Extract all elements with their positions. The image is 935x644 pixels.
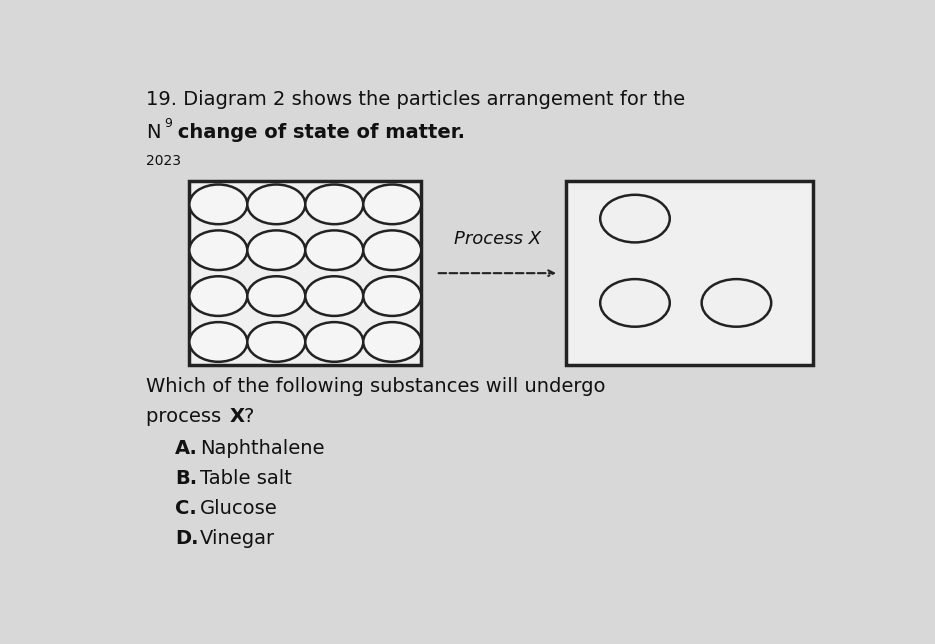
Circle shape bbox=[189, 276, 247, 316]
Text: Process X: Process X bbox=[453, 231, 540, 249]
Text: change of state of matter.: change of state of matter. bbox=[171, 123, 466, 142]
Text: process: process bbox=[146, 407, 227, 426]
Text: 9: 9 bbox=[164, 117, 172, 130]
Circle shape bbox=[600, 194, 669, 242]
Text: C.: C. bbox=[175, 499, 196, 518]
Text: Vinegar: Vinegar bbox=[200, 529, 275, 547]
Bar bbox=[566, 182, 813, 365]
Text: N: N bbox=[146, 123, 161, 142]
Circle shape bbox=[189, 231, 247, 270]
Circle shape bbox=[247, 276, 306, 316]
Circle shape bbox=[363, 185, 422, 224]
Circle shape bbox=[363, 276, 422, 316]
Circle shape bbox=[189, 185, 247, 224]
Circle shape bbox=[600, 279, 669, 327]
Circle shape bbox=[247, 185, 306, 224]
Circle shape bbox=[306, 276, 364, 316]
Circle shape bbox=[247, 231, 306, 270]
Circle shape bbox=[363, 231, 422, 270]
Text: ?: ? bbox=[244, 407, 254, 426]
Circle shape bbox=[189, 322, 247, 362]
Circle shape bbox=[247, 322, 306, 362]
Circle shape bbox=[306, 185, 364, 224]
Text: Table salt: Table salt bbox=[200, 469, 292, 488]
Circle shape bbox=[363, 322, 422, 362]
Text: A.: A. bbox=[175, 439, 197, 459]
Circle shape bbox=[701, 279, 771, 327]
Text: Which of the following substances will undergo: Which of the following substances will u… bbox=[146, 377, 605, 396]
Text: Glucose: Glucose bbox=[200, 499, 278, 518]
Text: D.: D. bbox=[175, 529, 198, 547]
Text: X: X bbox=[229, 407, 244, 426]
Bar bbox=[189, 182, 422, 365]
Text: 19. Diagram 2 shows the particles arrangement for the: 19. Diagram 2 shows the particles arrang… bbox=[146, 90, 685, 109]
Text: Naphthalene: Naphthalene bbox=[200, 439, 324, 459]
Circle shape bbox=[306, 322, 364, 362]
Circle shape bbox=[306, 231, 364, 270]
Text: B.: B. bbox=[175, 469, 197, 488]
Text: 2023: 2023 bbox=[146, 154, 180, 168]
